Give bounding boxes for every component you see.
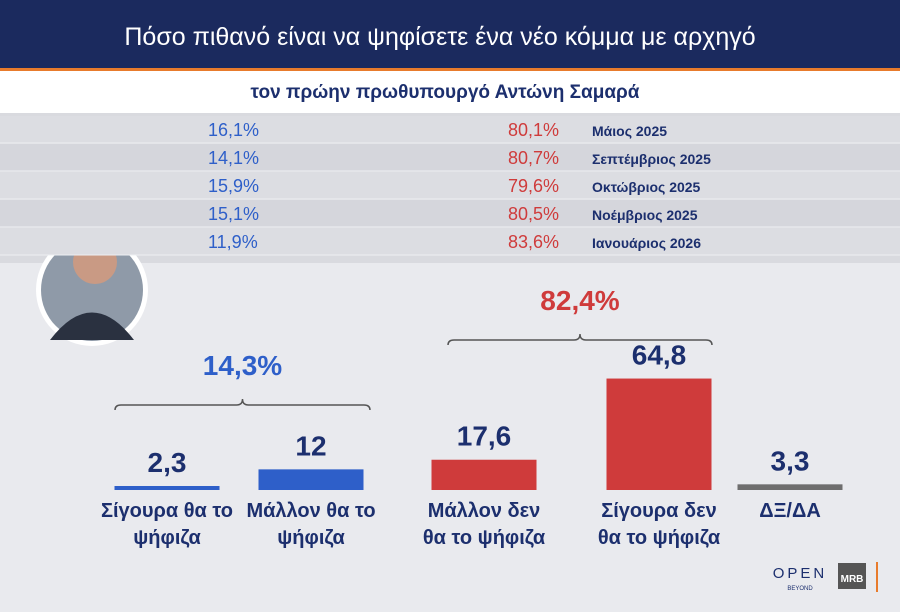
logo: OPEN (773, 565, 828, 582)
bar (606, 378, 712, 490)
pollster: MRB (841, 574, 864, 585)
history-cell: 11,9% (208, 232, 258, 252)
chart-title: Πόσο πιθανό είναι να ψηφίσετε ένα νέο κό… (124, 23, 755, 51)
history-cell: Μάιος 2025 (592, 123, 667, 139)
history-cell: 14,1% (208, 148, 259, 168)
history-row (0, 172, 900, 199)
category-label: Μάλλον θα το ψήφιζα (246, 500, 376, 549)
history-cell: Οκτώβριος 2025 (592, 179, 701, 195)
category-label: Σίγουρα θα το ψήφιζα (100, 500, 233, 549)
group-label: 14,3% (203, 350, 282, 381)
history-cell: 80,7% (508, 148, 559, 168)
pollster-box (838, 563, 866, 589)
history-row (0, 228, 900, 255)
photo (41, 239, 143, 341)
subtitle-band (0, 71, 900, 113)
bar (431, 459, 537, 490)
photo-suit (50, 312, 134, 340)
history-cell: Νοέμβριος 2025 (592, 207, 698, 223)
history-cell: 80,1% (508, 120, 559, 140)
accent-line (0, 68, 900, 71)
accent-tick (876, 562, 878, 592)
history-row (0, 144, 900, 171)
history-row (0, 116, 900, 143)
history-cell: 80,5% (508, 204, 559, 224)
history-cell: 16,1% (208, 120, 259, 140)
group-bracket (447, 333, 713, 346)
value-label: 2,3 (148, 447, 187, 478)
category-label: ΔΞ/ΔΑ (759, 500, 821, 522)
bar (737, 484, 843, 490)
history-cell: Ιανουάριος 2026 (592, 235, 701, 251)
value-label: 12 (295, 430, 326, 461)
value-label: 17,6 (457, 421, 512, 452)
category-label: Μάλλον δεν θα το ψήφιζα (422, 500, 546, 549)
history-cell: Σεπτέμβριος 2025 (592, 151, 711, 167)
history-cell: 79,6% (508, 176, 559, 196)
history-cell: 83,6% (508, 232, 559, 252)
bar (114, 486, 220, 490)
group-bracket (114, 398, 371, 411)
category-label: Σίγουρα δεν θα το ψήφιζα (597, 500, 721, 549)
group-label: 82,4% (540, 285, 619, 316)
title-bar (0, 0, 900, 68)
history-row (0, 200, 900, 227)
value-label: 64,8 (632, 340, 687, 371)
bar (258, 469, 364, 490)
history-cell: 15,1% (208, 204, 259, 224)
history-cell: 15,9% (208, 176, 259, 196)
chart-subtitle: τον πρώην πρωθυπουργό Αντώνη Σαμαρά (251, 82, 640, 103)
value-label: 3,3 (771, 445, 810, 476)
logo-sub: BEYOND (787, 586, 813, 592)
